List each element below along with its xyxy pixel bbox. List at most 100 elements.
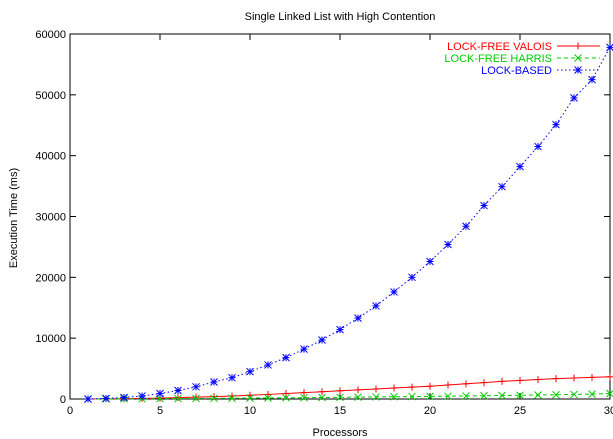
data-point xyxy=(192,394,200,403)
data-point xyxy=(174,394,182,402)
data-point xyxy=(354,386,362,394)
series-line xyxy=(87,47,611,400)
data-point xyxy=(210,394,218,403)
data-point xyxy=(372,393,380,401)
data-point xyxy=(192,382,200,391)
data-point xyxy=(120,393,128,402)
plot-area-frame xyxy=(69,33,611,400)
data-point xyxy=(480,391,488,400)
data-point xyxy=(372,385,380,393)
series-line xyxy=(87,393,611,400)
y-tick-label: 30000 xyxy=(35,212,66,224)
data-point xyxy=(282,390,290,398)
axis-ticks: 0 5 10 15 20 25 30 0 10000 20000 30000 40000 50000 60… xyxy=(35,29,613,417)
legend-marker xyxy=(574,54,582,62)
data-point xyxy=(606,43,613,52)
data-point xyxy=(228,394,236,403)
data-point xyxy=(84,395,92,403)
data-point xyxy=(282,353,290,362)
y-tick-label: 60000 xyxy=(35,29,66,41)
data-point xyxy=(210,378,218,386)
data-point xyxy=(282,393,290,402)
data-point xyxy=(570,374,578,382)
legend-marker xyxy=(574,66,582,74)
x-tick-label: 10 xyxy=(244,405,256,417)
data-point xyxy=(498,391,506,400)
data-point xyxy=(300,393,308,402)
x-axis-title: Processors xyxy=(312,427,368,439)
data-point xyxy=(318,388,326,396)
data-point xyxy=(336,387,344,395)
x-tick-label: 20 xyxy=(424,405,436,417)
data-point xyxy=(174,394,182,403)
data-point xyxy=(498,182,506,191)
legend-label: LOCK-FREE HARRIS xyxy=(444,53,552,65)
x-tick-label: 30 xyxy=(604,405,613,417)
series-0 xyxy=(84,373,613,403)
data-point xyxy=(408,392,416,401)
data-point xyxy=(264,390,272,398)
data-point xyxy=(408,383,416,391)
data-point xyxy=(534,142,542,151)
y-tick-label: 50000 xyxy=(35,90,66,102)
data-point xyxy=(588,75,596,84)
data-point xyxy=(552,390,560,399)
data-point xyxy=(570,94,578,102)
data-point xyxy=(156,389,164,398)
data-point xyxy=(408,273,416,282)
data-point xyxy=(390,392,398,401)
chart-title: Single Linked List with High Contention xyxy=(245,11,436,23)
data-point xyxy=(462,392,470,400)
series-2 xyxy=(84,43,613,403)
data-point xyxy=(300,389,308,397)
data-point xyxy=(570,390,578,399)
x-tick-label: 25 xyxy=(514,405,526,417)
data-point xyxy=(426,392,434,401)
data-point xyxy=(444,240,452,249)
y-tick-label: 10000 xyxy=(35,333,66,345)
y-tick-label: 0 xyxy=(60,394,66,406)
data-point xyxy=(516,391,524,400)
series-line xyxy=(87,376,611,400)
data-point xyxy=(102,394,110,403)
data-point xyxy=(552,375,560,383)
data-point xyxy=(336,325,344,334)
data-point xyxy=(174,386,182,395)
y-axis-title: Execution Time (ms) xyxy=(8,168,20,268)
data-point xyxy=(318,336,326,344)
data-point xyxy=(480,379,488,387)
data-point xyxy=(246,394,254,402)
data-point xyxy=(534,376,542,384)
data-point xyxy=(462,380,470,388)
data-point xyxy=(588,390,596,398)
legend-label: LOCK-FREE VALOIS xyxy=(447,41,552,53)
data-point xyxy=(192,393,200,401)
data-point xyxy=(480,201,488,210)
data-point xyxy=(444,381,452,389)
series-layer xyxy=(84,43,613,403)
x-tick-label: 5 xyxy=(157,405,163,417)
x-tick-label: 15 xyxy=(334,405,346,417)
data-point xyxy=(264,394,272,402)
data-point xyxy=(354,393,362,401)
data-point xyxy=(516,162,524,171)
data-point xyxy=(444,392,452,401)
x-tick-label: 0 xyxy=(67,405,73,417)
y-tick-label: 20000 xyxy=(35,272,66,284)
data-point xyxy=(318,393,326,402)
data-point xyxy=(138,392,146,400)
data-point xyxy=(606,389,613,398)
data-point xyxy=(390,384,398,392)
series-1 xyxy=(84,389,613,403)
data-point xyxy=(552,120,560,129)
data-point xyxy=(354,314,362,322)
data-point xyxy=(606,373,613,381)
data-point xyxy=(534,391,542,399)
data-point xyxy=(498,377,506,385)
legend-marker xyxy=(574,42,582,50)
data-point xyxy=(588,373,596,381)
data-point xyxy=(426,257,434,266)
data-point xyxy=(228,373,236,382)
